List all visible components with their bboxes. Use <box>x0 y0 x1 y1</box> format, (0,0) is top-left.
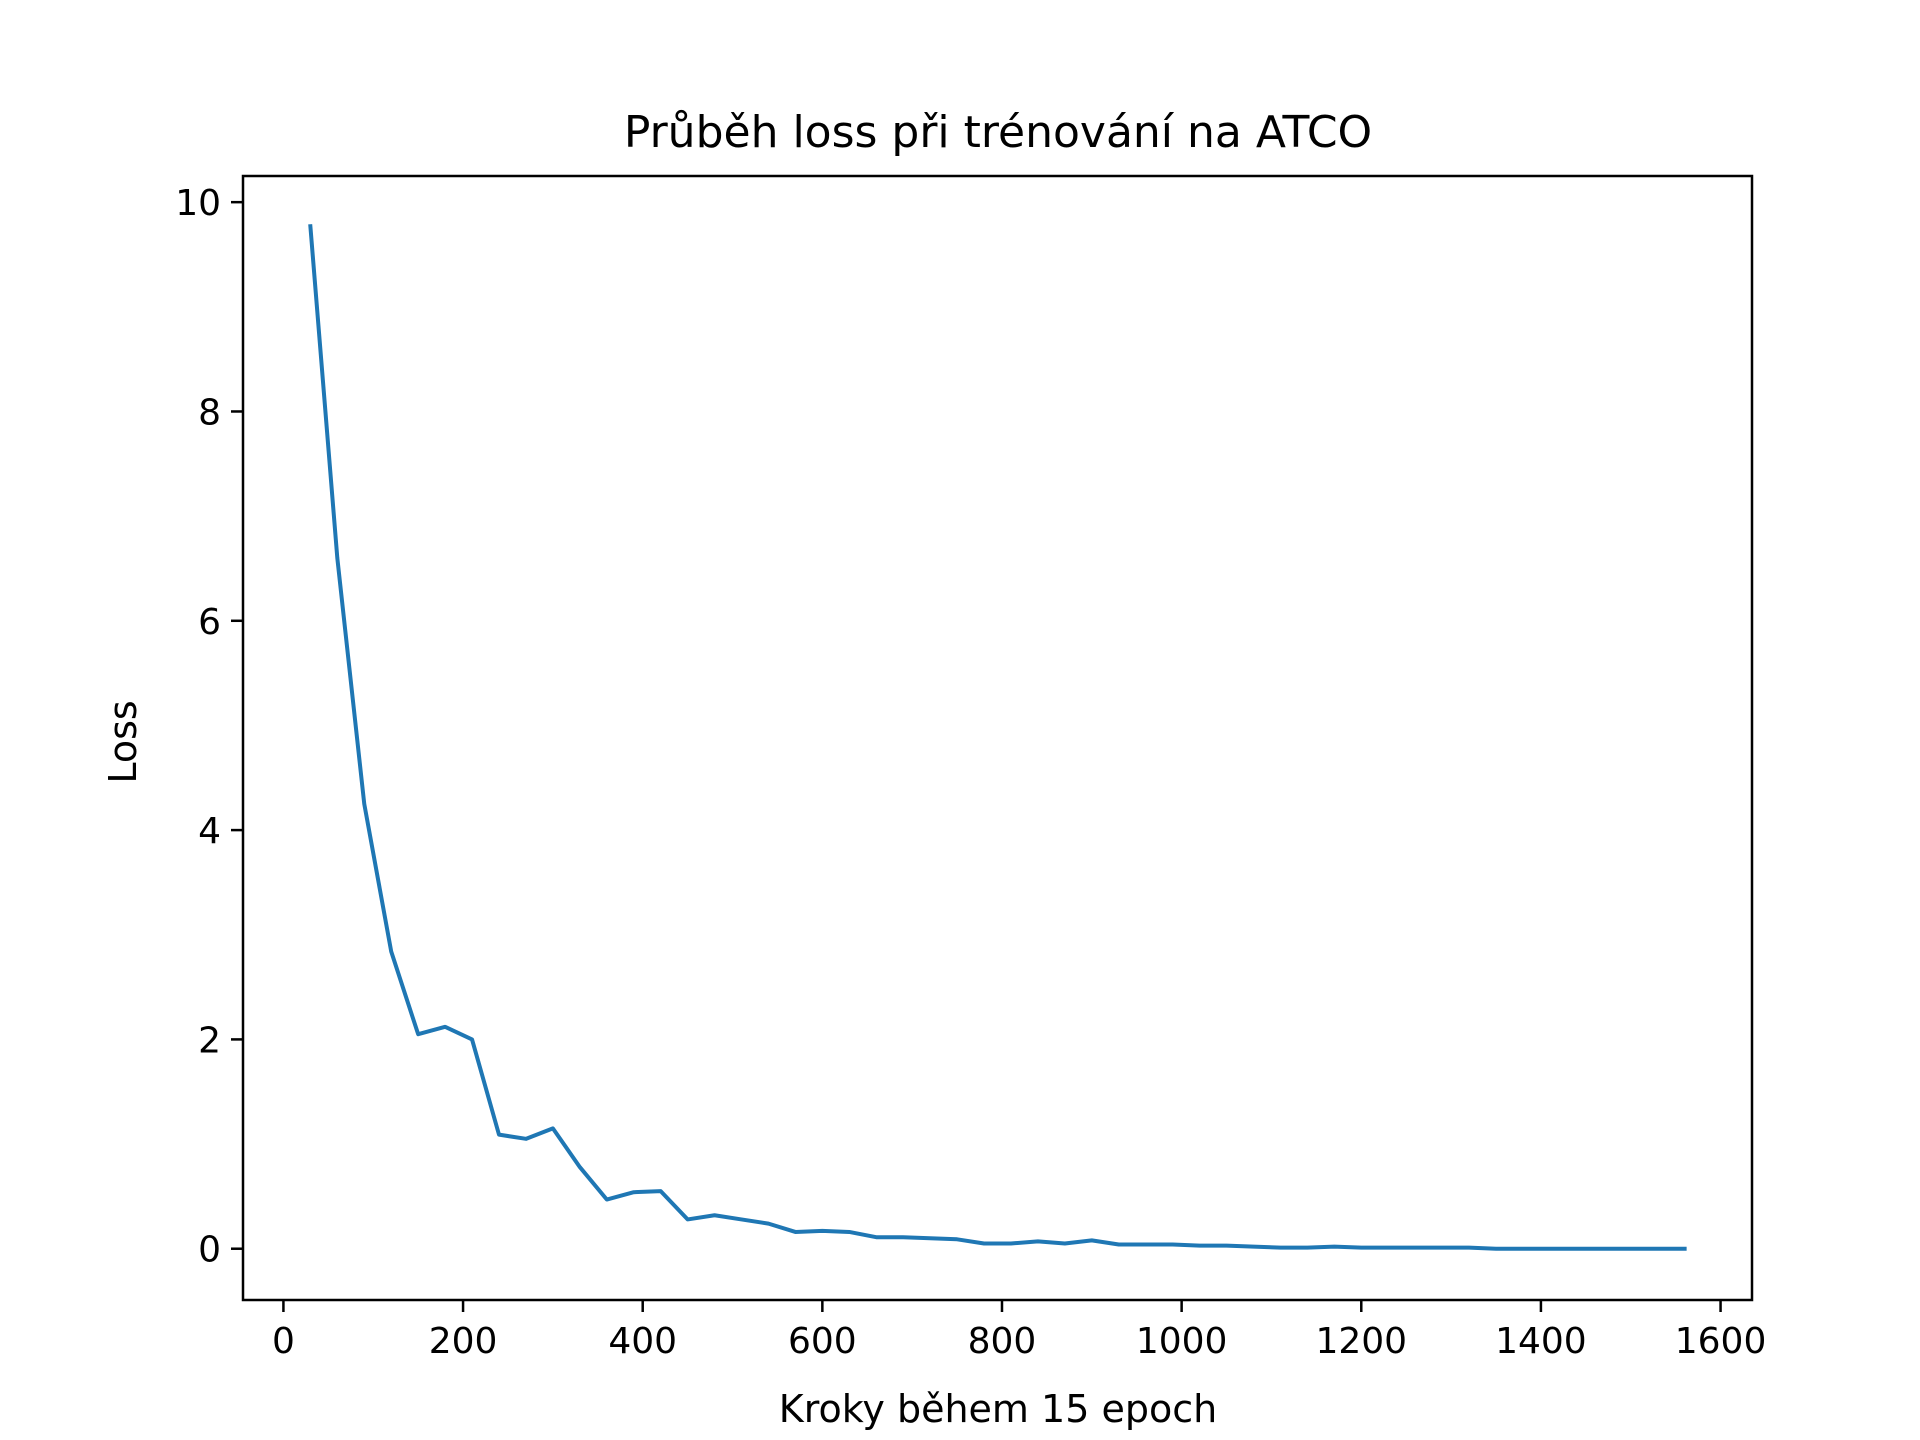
x-tick-label: 1200 <box>1315 1321 1407 1362</box>
loss-series-line <box>308 224 1687 1251</box>
chart-title: Průběh loss při trénování na ATCO <box>624 107 1372 158</box>
y-tick-label: 6 <box>198 602 221 643</box>
y-tick-label: 4 <box>198 811 221 852</box>
x-tick-label: 1400 <box>1495 1321 1587 1362</box>
x-tick-label: 400 <box>608 1321 677 1362</box>
x-axis-label: Kroky během 15 epoch <box>779 1387 1217 1431</box>
y-tick-label: 10 <box>175 183 221 224</box>
y-tick-label: 8 <box>198 392 221 433</box>
x-tick-label: 1000 <box>1136 1321 1228 1362</box>
y-axis-label: Loss <box>101 700 145 783</box>
x-tick-label: 200 <box>429 1321 498 1362</box>
y-tick-label: 2 <box>198 1020 221 1061</box>
x-axis: 0 200 400 600 800 1000 1200 1400 1600 <box>272 1300 1766 1362</box>
y-axis: 0 2 4 6 8 10 <box>175 183 243 1271</box>
plot-area <box>241 174 1754 1302</box>
plot-frame <box>241 174 1754 1302</box>
x-tick-label: 600 <box>788 1321 857 1362</box>
x-tick-label: 800 <box>968 1321 1037 1362</box>
x-tick-label: 1600 <box>1675 1321 1767 1362</box>
y-tick-label: 0 <box>198 1230 221 1271</box>
x-tick-label: 0 <box>272 1321 295 1362</box>
